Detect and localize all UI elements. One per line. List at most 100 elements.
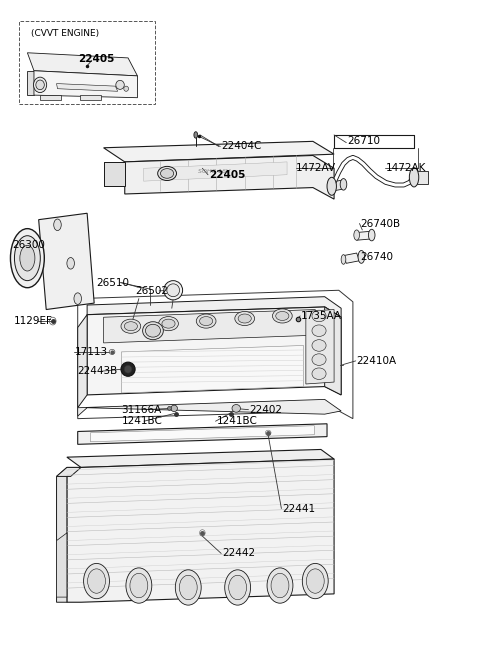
Text: 22443B: 22443B <box>78 366 118 376</box>
Polygon shape <box>344 253 360 263</box>
Ellipse shape <box>67 257 74 269</box>
Ellipse shape <box>162 319 175 328</box>
Polygon shape <box>39 214 94 310</box>
Ellipse shape <box>180 575 197 600</box>
Polygon shape <box>104 141 334 162</box>
Polygon shape <box>104 310 315 343</box>
Polygon shape <box>67 459 334 602</box>
Ellipse shape <box>228 575 247 600</box>
Text: 22404C: 22404C <box>221 141 262 151</box>
Polygon shape <box>121 345 303 393</box>
Ellipse shape <box>164 280 182 300</box>
Text: 26300: 26300 <box>12 240 45 250</box>
Polygon shape <box>125 155 334 199</box>
Polygon shape <box>104 162 125 186</box>
Polygon shape <box>104 162 125 186</box>
Polygon shape <box>417 171 428 183</box>
Text: 1472AV: 1472AV <box>296 163 336 174</box>
Text: 26502: 26502 <box>135 286 168 296</box>
Text: 26710: 26710 <box>347 136 380 146</box>
Text: 1241BC: 1241BC <box>121 416 162 426</box>
Ellipse shape <box>194 132 198 138</box>
Ellipse shape <box>167 284 180 297</box>
Ellipse shape <box>124 322 137 331</box>
Text: 22402: 22402 <box>250 405 282 415</box>
Polygon shape <box>329 180 345 191</box>
Ellipse shape <box>200 316 213 326</box>
Bar <box>19 21 156 104</box>
Ellipse shape <box>124 365 132 373</box>
Polygon shape <box>40 95 61 100</box>
Ellipse shape <box>121 319 141 333</box>
Ellipse shape <box>327 178 336 195</box>
Ellipse shape <box>157 166 177 181</box>
Ellipse shape <box>358 250 365 263</box>
Text: 22410A: 22410A <box>357 356 397 366</box>
Text: 22405: 22405 <box>78 54 114 64</box>
Ellipse shape <box>306 569 324 593</box>
Polygon shape <box>67 449 334 468</box>
Ellipse shape <box>124 86 129 91</box>
Ellipse shape <box>238 314 252 323</box>
Ellipse shape <box>143 322 163 340</box>
Text: 26740B: 26740B <box>360 219 400 229</box>
Ellipse shape <box>84 563 109 599</box>
Text: 22442: 22442 <box>222 548 255 559</box>
Ellipse shape <box>302 563 328 599</box>
Ellipse shape <box>312 340 326 351</box>
Polygon shape <box>78 424 327 444</box>
Ellipse shape <box>235 311 254 326</box>
Text: 26510: 26510 <box>96 278 130 288</box>
Ellipse shape <box>232 405 240 412</box>
Text: 1241BC: 1241BC <box>216 416 257 426</box>
Ellipse shape <box>20 246 35 271</box>
Ellipse shape <box>11 229 44 288</box>
Ellipse shape <box>312 368 326 379</box>
Text: 1472AK: 1472AK <box>386 163 426 174</box>
Text: 26740: 26740 <box>360 252 394 262</box>
Ellipse shape <box>54 219 61 231</box>
Ellipse shape <box>36 80 44 90</box>
Polygon shape <box>78 400 341 416</box>
Text: 31166A: 31166A <box>121 405 162 415</box>
Ellipse shape <box>276 311 289 320</box>
Ellipse shape <box>354 230 360 240</box>
Ellipse shape <box>312 325 326 337</box>
Ellipse shape <box>145 324 160 337</box>
Polygon shape <box>87 307 341 395</box>
Polygon shape <box>324 307 341 395</box>
Ellipse shape <box>175 570 201 605</box>
Ellipse shape <box>14 236 40 280</box>
Polygon shape <box>80 95 101 100</box>
Ellipse shape <box>87 569 106 593</box>
Ellipse shape <box>171 405 178 411</box>
Ellipse shape <box>126 568 152 603</box>
Ellipse shape <box>312 310 326 322</box>
Ellipse shape <box>341 255 346 264</box>
Text: 22441: 22441 <box>282 504 315 514</box>
Ellipse shape <box>121 362 135 376</box>
Polygon shape <box>357 231 372 240</box>
Text: 17113: 17113 <box>74 347 108 357</box>
Ellipse shape <box>369 229 375 241</box>
Ellipse shape <box>168 407 171 410</box>
Ellipse shape <box>160 168 174 178</box>
Polygon shape <box>144 162 287 181</box>
Polygon shape <box>306 310 334 384</box>
Ellipse shape <box>409 168 419 187</box>
Ellipse shape <box>130 573 148 598</box>
Ellipse shape <box>273 309 292 323</box>
Ellipse shape <box>116 81 124 89</box>
Ellipse shape <box>271 573 289 598</box>
Polygon shape <box>34 71 137 98</box>
Ellipse shape <box>340 179 347 190</box>
Text: 22405: 22405 <box>209 170 246 179</box>
Text: 1735AA: 1735AA <box>301 311 342 321</box>
Ellipse shape <box>312 354 326 365</box>
Polygon shape <box>90 426 314 441</box>
Ellipse shape <box>34 77 47 92</box>
Polygon shape <box>78 314 87 407</box>
Polygon shape <box>57 468 67 602</box>
Ellipse shape <box>74 293 82 305</box>
Polygon shape <box>57 533 67 597</box>
